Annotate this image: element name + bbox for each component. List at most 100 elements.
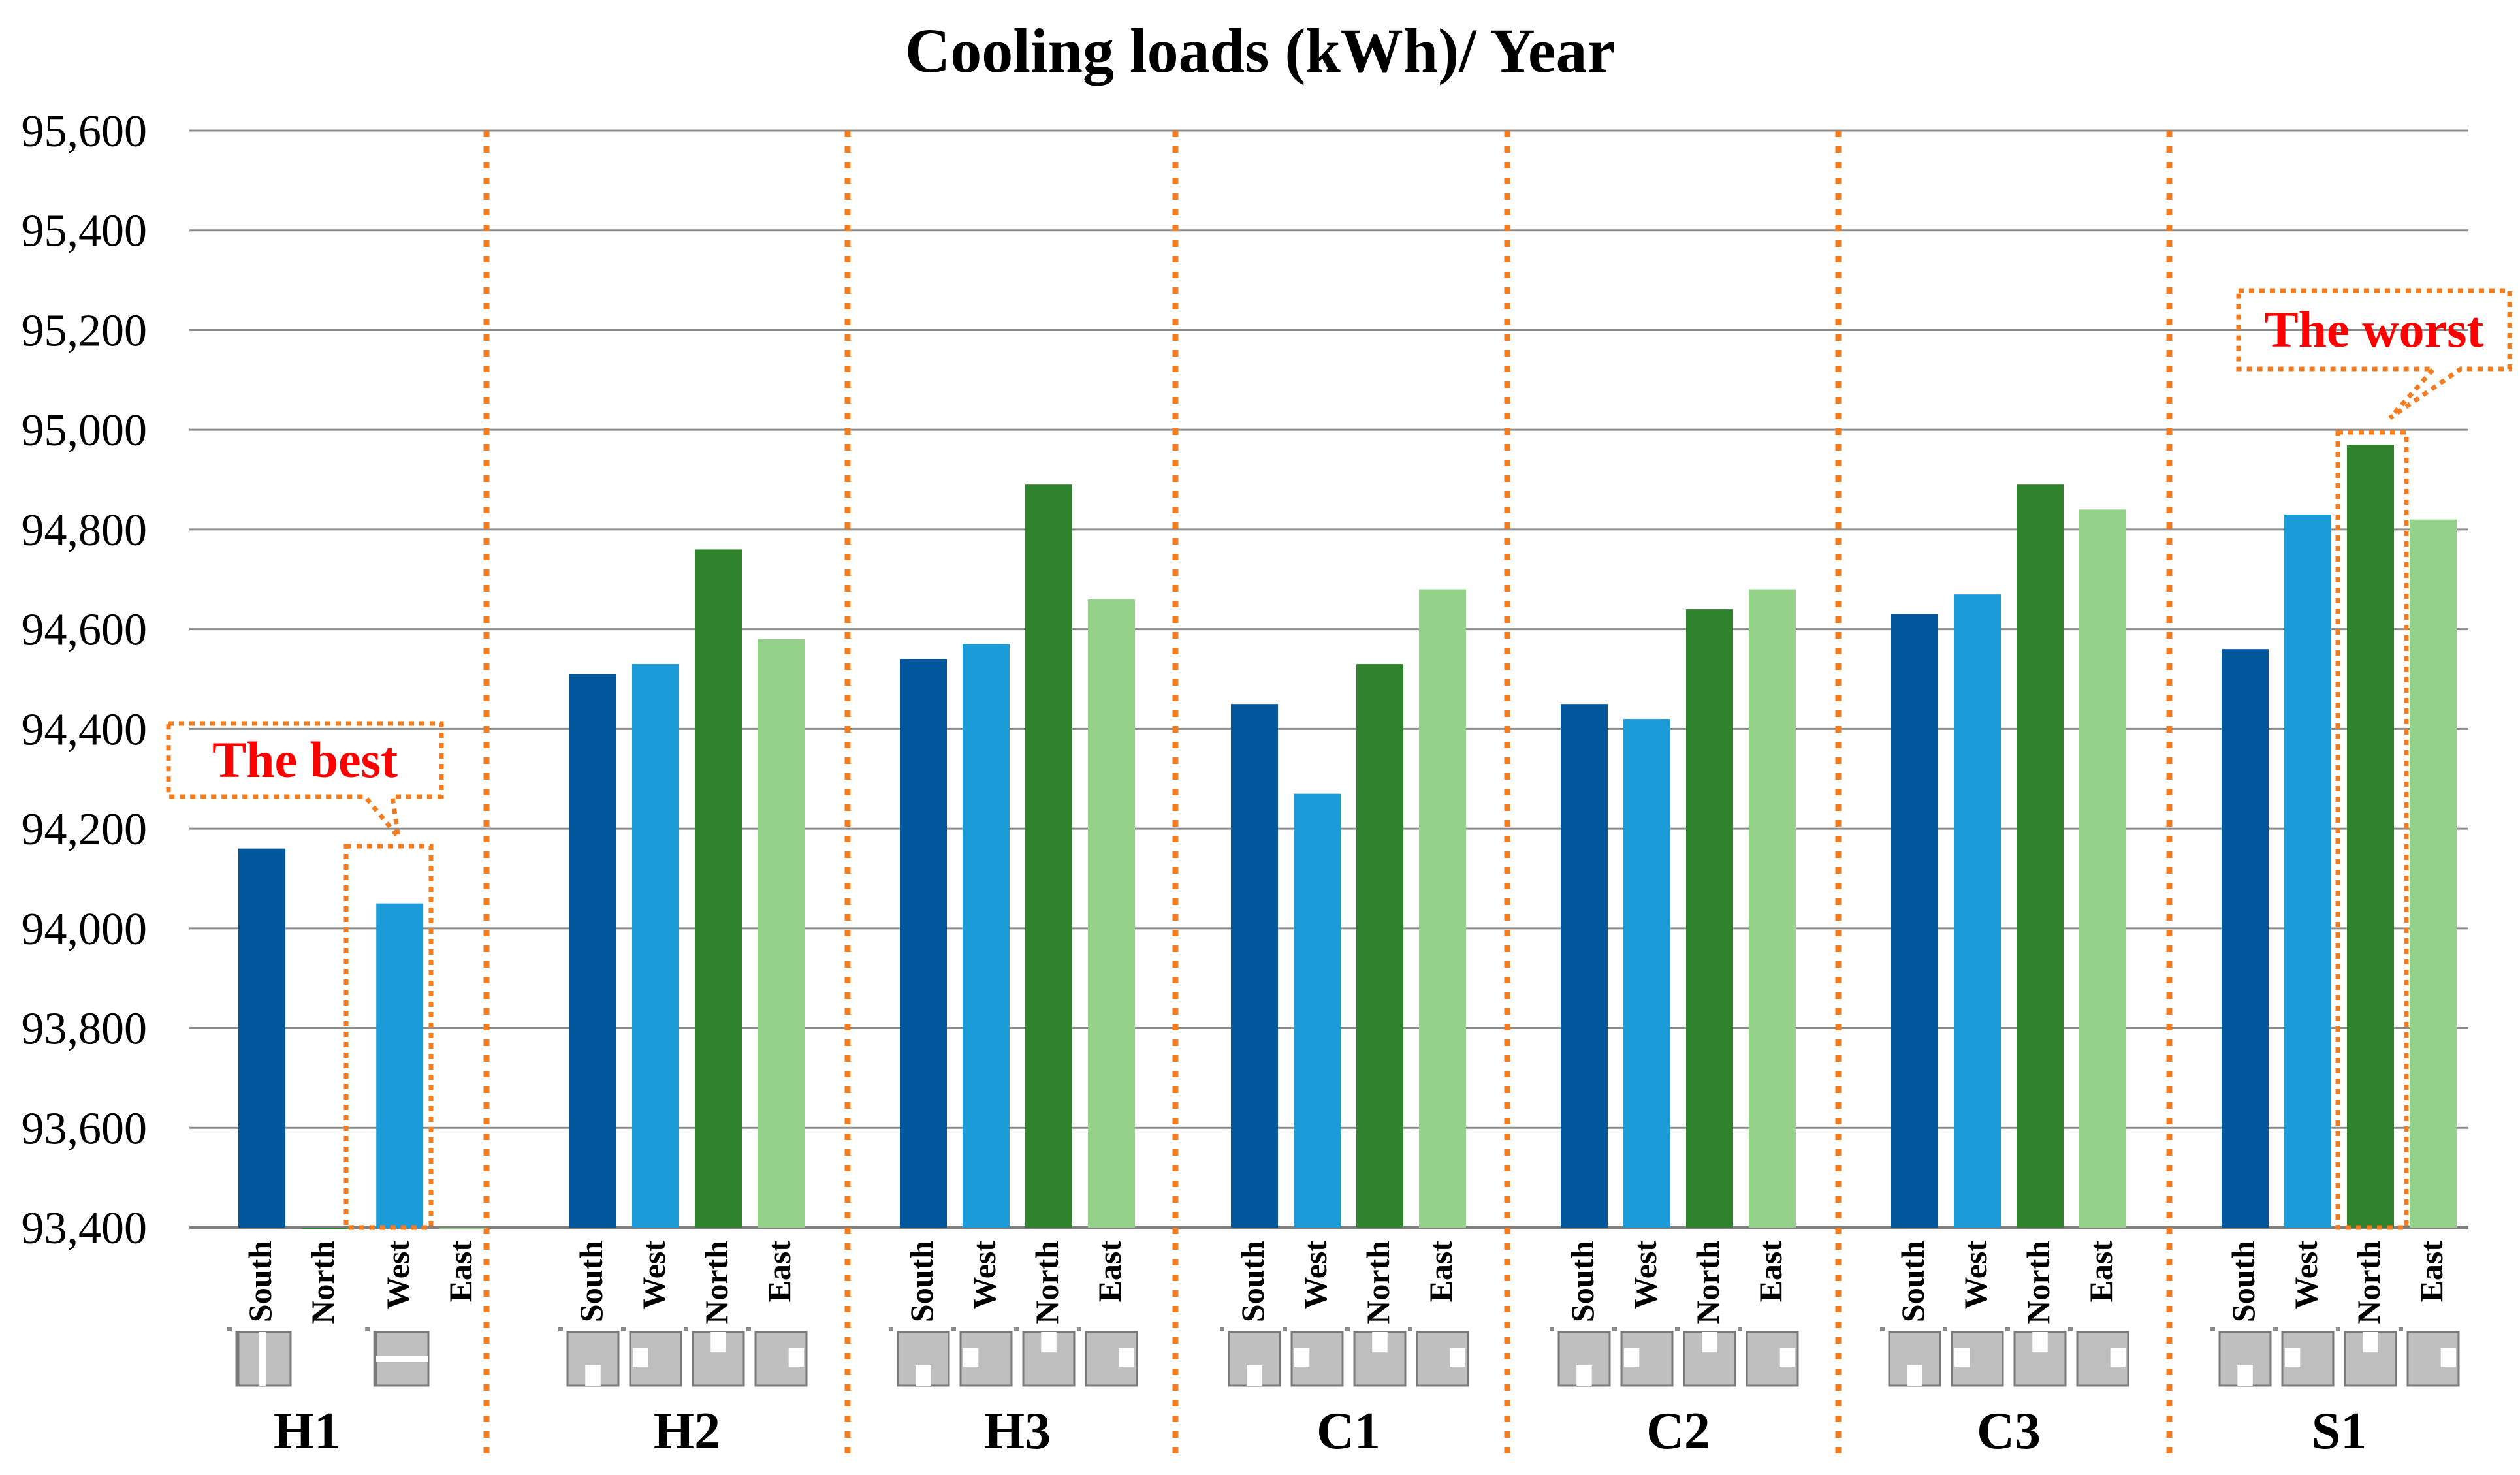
annotation-text: The best [212,731,398,788]
floor-plan-icon [746,1327,808,1387]
bar-h2-south [569,674,616,1228]
floor-plan-icon [2210,1327,2272,1387]
bar-h1-east [439,1228,486,1229]
floor-plan-icon [2399,1327,2460,1387]
category-label-north: North [698,1241,735,1324]
bar-c2-north [1686,609,1733,1228]
y-tick-label: 94,000 [22,904,148,955]
group-c2: South West North East C2 [1550,589,1799,1460]
category-label-south: South [1564,1241,1601,1322]
floor-plan-icon [1738,1327,1799,1387]
bar-h3-west [963,644,1010,1228]
bar-c1-north [1356,664,1403,1228]
category-label-south: South [903,1241,940,1322]
bar-c3-west [1954,594,2001,1228]
chart-title: Cooling loads (kWh)/ Year [904,16,1616,86]
floor-plan-icon [1675,1327,1736,1387]
category-label-north: North [1029,1241,1065,1324]
bar-c2-west [1623,719,1670,1228]
bar-h1-west [376,903,424,1228]
y-tick-label: 94,200 [22,804,148,855]
floor-plan-icon [1943,1327,2004,1387]
category-label-west: West [1297,1241,1333,1310]
annotation-text: The worst [2265,301,2484,358]
bar-h3-south [900,659,947,1228]
category-label-north: North [2020,1241,2056,1324]
floor-plan-icon [1283,1327,1344,1387]
highlight-box [343,844,434,1230]
category-label-north: North [2350,1241,2387,1324]
category-label-south: South [242,1241,278,1322]
floor-plan-icon [2005,1327,2067,1387]
bar-c2-south [1561,704,1608,1228]
bar-c3-east [2079,509,2126,1228]
category-label-south: South [1234,1241,1271,1322]
callout-bubble [166,721,444,845]
category-label-north: North [1360,1241,1396,1324]
category-label-east: East [1752,1241,1789,1303]
group-label: C2 [1646,1403,1710,1460]
bar-h3-east [1088,599,1135,1228]
bar-h2-west [632,664,679,1228]
y-tick-label: 94,400 [22,705,148,755]
category-label-east: East [1422,1241,1459,1303]
group-label: H2 [654,1403,720,1460]
floor-plan-icon [1077,1327,1138,1387]
category-label-west: West [1957,1241,1994,1310]
floor-plan-icon [1220,1327,1281,1387]
category-label-west: West [379,1241,416,1310]
floor-plan-icon [889,1327,950,1387]
floor-plan-icon [2273,1327,2335,1387]
group-h2: South West North East H2 [558,549,808,1460]
floor-plan-icon [1345,1327,1407,1387]
highlight-box [2335,430,2409,1230]
category-label-north: North [1689,1241,1726,1324]
bar-c1-west [1294,793,1341,1228]
group-s1: South West North East S1 [2210,445,2460,1460]
category-label-west: West [635,1241,672,1310]
group-label: H3 [984,1403,1051,1460]
bar-s1-west [2284,515,2331,1228]
bar-s1-east [2410,519,2457,1228]
group-label: S1 [2312,1403,2367,1460]
group-label: H1 [274,1403,340,1460]
y-tick-label: 95,200 [22,306,148,356]
category-label-east: East [761,1241,797,1303]
bar-h1-north [301,1228,348,1229]
category-label-south: South [1894,1241,1931,1322]
category-label-east: East [2082,1241,2119,1303]
floor-plan-icon [237,1331,430,1387]
bar-h1-south [238,848,285,1228]
category-label-south: South [573,1241,609,1322]
category-label-east: East [1091,1241,1128,1303]
group-c1: South West North East C1 [1220,589,1469,1460]
annotation-callout: The worst [2236,288,2512,1230]
bar-h2-east [758,639,805,1228]
bar-c3-north [2017,484,2064,1228]
bar-h3-north [1025,484,1072,1228]
y-tick-label: 95,000 [22,405,148,456]
category-label-east: East [442,1241,479,1303]
bar-c3-south [1891,614,1938,1228]
y-tick-label: 93,400 [22,1203,148,1254]
annotation-callout: The best [166,721,444,1230]
group-label: C1 [1316,1403,1380,1460]
y-tick-label: 94,800 [22,505,148,556]
floor-plan-icon [684,1327,745,1387]
bar-c1-east [1419,589,1466,1228]
floor-plan-icon [558,1327,620,1387]
floor-plan-icon [2336,1327,2397,1387]
bar-h2-north [695,549,742,1228]
floor-plan-icon [621,1327,682,1387]
floor-plan-icon [1612,1327,1674,1387]
group-h1: South North West East H1 [227,848,486,1460]
category-label-north: North [304,1241,341,1324]
category-label-east: East [2413,1241,2449,1303]
category-label-west: West [966,1241,1002,1310]
y-tick-label: 93,800 [22,1004,148,1055]
bar-c2-east [1749,589,1796,1228]
group-label: C3 [1977,1403,2041,1460]
y-tick-label: 94,600 [22,605,148,656]
group-h3: South West North East H3 [889,484,1138,1460]
floor-plan-icon [1014,1327,1076,1387]
